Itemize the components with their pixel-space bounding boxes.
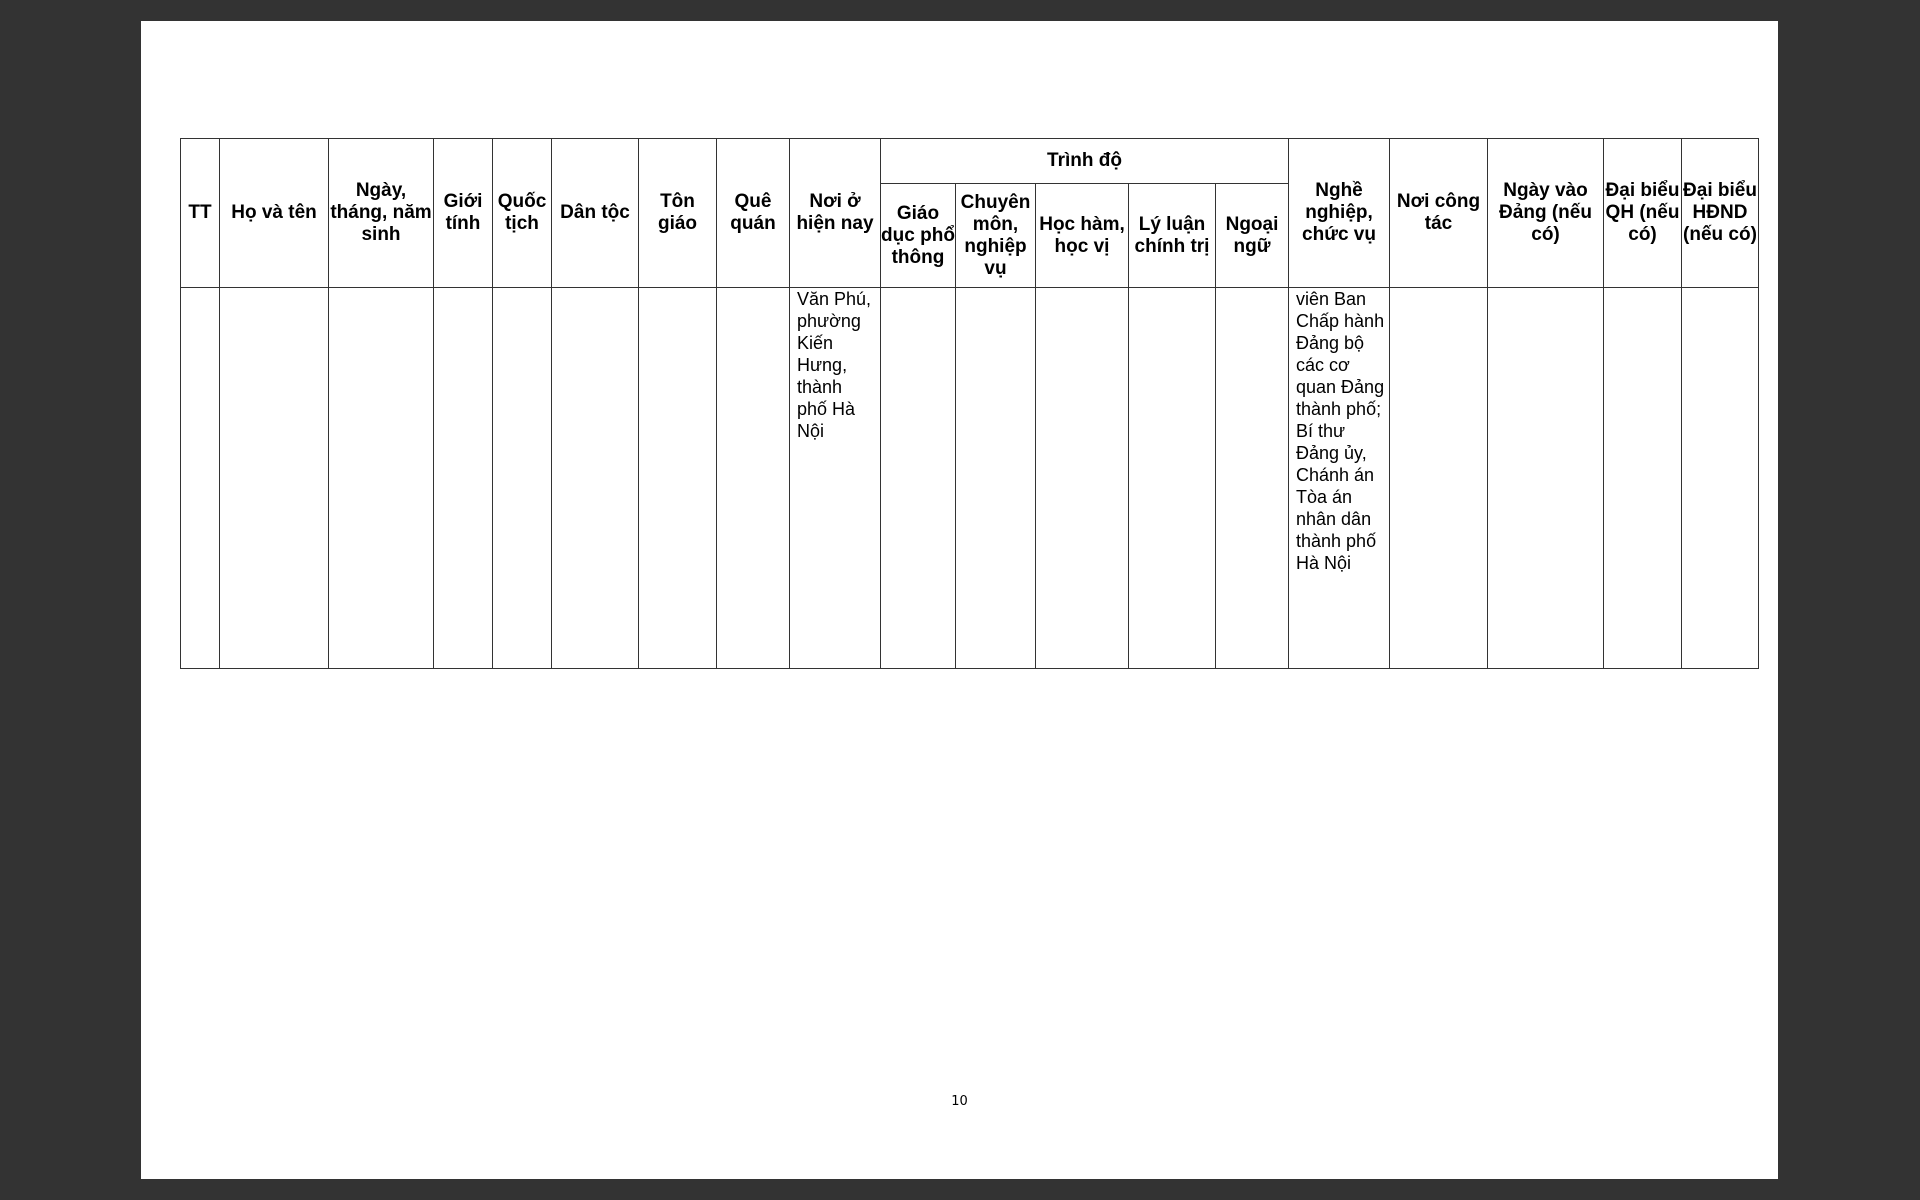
cell-ly-luan xyxy=(1128,287,1216,669)
cell-ngay-sinh xyxy=(328,287,434,669)
cell-noi-o: Văn Phú, phường Kiến Hưng, thành phố Hà … xyxy=(789,287,881,669)
header-ngoai-ngu: Ngoại ngữ xyxy=(1215,183,1289,288)
cell-que-quan xyxy=(716,287,790,669)
cell-chuyen-mon xyxy=(955,287,1036,669)
header-tt: TT xyxy=(180,138,220,288)
header-hoc-ham: Học hàm, học vị xyxy=(1035,183,1129,288)
header-dai-bieu-qh: Đại biểu QH (nếu có) xyxy=(1603,138,1682,288)
cell-gioi-tinh xyxy=(433,287,493,669)
header-ly-luan: Lý luận chính trị xyxy=(1128,183,1216,288)
document-page: TT Họ và tên Ngày, tháng, năm sinh Giới … xyxy=(141,21,1778,1179)
cell-hoc-ham xyxy=(1035,287,1129,669)
candidate-table: TT Họ và tên Ngày, tháng, năm sinh Giới … xyxy=(180,138,1759,669)
cell-giao-duc xyxy=(880,287,956,669)
header-nghe-nghiep: Nghề nghiệp, chức vụ xyxy=(1288,138,1390,288)
noi-o-text: Văn Phú, phường Kiến Hưng, thành phố Hà … xyxy=(797,289,872,441)
header-chuyen-mon: Chuyên môn, nghiệp vụ xyxy=(955,183,1036,288)
cell-ngay-vao-dang xyxy=(1487,287,1604,669)
header-trinh-do: Trình độ xyxy=(880,138,1289,184)
cell-tt xyxy=(180,287,220,669)
cell-ton-giao xyxy=(638,287,717,669)
header-ho-va-ten: Họ và tên xyxy=(219,138,329,288)
cell-quoc-tich xyxy=(492,287,552,669)
header-giao-duc: Giáo dục phổ thông xyxy=(880,183,956,288)
cell-ngoai-ngu xyxy=(1215,287,1289,669)
header-noi-o: Nơi ở hiện nay xyxy=(789,138,881,288)
table-row: Văn Phú, phường Kiến Hưng, thành phố Hà … xyxy=(180,287,1759,669)
header-ngay-vao-dang: Ngày vào Đảng (nếu có) xyxy=(1487,138,1604,288)
header-dai-bieu-hdnd: Đại biểu HĐND (nếu có) xyxy=(1681,138,1759,288)
header-ngay-sinh: Ngày, tháng, năm sinh xyxy=(328,138,434,288)
cell-nghe-nghiep: viên Ban Chấp hành Đảng bộ các cơ quan Đ… xyxy=(1288,287,1390,669)
header-noi-cong-tac: Nơi công tác xyxy=(1389,138,1488,288)
header-ton-giao: Tôn giáo xyxy=(638,138,717,288)
cell-dai-bieu-qh xyxy=(1603,287,1682,669)
page-number: 10 xyxy=(951,1094,968,1109)
header-dan-toc: Dân tộc xyxy=(551,138,639,288)
cell-noi-cong-tac xyxy=(1389,287,1488,669)
header-gioi-tinh: Giới tính xyxy=(433,138,493,288)
nghe-nghiep-text: viên Ban Chấp hành Đảng bộ các cơ quan Đ… xyxy=(1296,289,1385,573)
cell-ho-va-ten xyxy=(219,287,329,669)
header-que-quan: Quê quán xyxy=(716,138,790,288)
header-quoc-tich: Quốc tịch xyxy=(492,138,552,288)
cell-dan-toc xyxy=(551,287,639,669)
cell-dai-bieu-hdnd xyxy=(1681,287,1759,669)
